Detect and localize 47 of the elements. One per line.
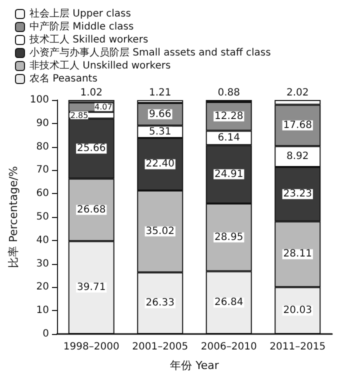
data-label: 5.31 [148,126,172,138]
y-tick-label: 60 [36,188,49,200]
y-tick-label: 20 [36,282,49,293]
y-tick-label: 30 [36,258,49,270]
y-tick-label: 80 [36,141,49,152]
legend-label: 中产阶层 Middle class [30,20,134,32]
data-label: 2.85 [70,110,88,120]
data-label: 2.02 [286,88,309,99]
x-tick-label: 1998–2000 [63,342,120,352]
x-tick-label: 2001–2005 [132,342,188,352]
legend-label: 非技术工人 Unskilled workers [30,60,171,72]
data-label: 26.68 [77,204,106,216]
data-label: 28.11 [283,248,312,260]
x-tick-label: 2011–2015 [270,342,326,352]
y-tick-label: 50 [36,212,49,222]
legend-label: 社会上层 Upper class [30,8,131,20]
y-tick-label: 0 [42,328,49,340]
data-label: 25.66 [77,143,106,154]
data-label: 24.91 [214,168,244,180]
data-label: 35.02 [146,226,174,237]
legend-label: 技术工人 Skilled workers [28,34,148,46]
data-label: 28.95 [214,232,244,243]
data-label: 26.33 [146,298,174,309]
data-label: 9.66 [148,108,172,120]
data-label: 17.68 [283,120,312,131]
data-label: 4.07 [94,102,112,112]
data-label: 8.92 [286,151,309,162]
data-label: 20.03 [283,305,312,316]
x-tick-label: 2006–2010 [200,342,257,352]
legend-label: 农名 Peasants [30,72,98,84]
data-label: 39.71 [77,282,106,294]
data-label: 6.14 [218,132,240,144]
data-label: 22.40 [146,158,174,170]
y-tick-label: 40 [36,234,49,246]
y-tick-label: 10 [36,305,49,316]
data-label: 1.02 [80,88,102,99]
x-axis-title: 年份 Year [170,359,220,372]
y-axis-title: 比率 Percentage/% [7,166,20,268]
data-label: 1.21 [148,88,172,99]
data-label: 23.23 [283,188,312,200]
data-label: 26.84 [214,297,244,308]
y-tick-label: 70 [36,164,49,176]
y-tick-label: 90 [36,118,49,129]
data-label: 12.28 [214,110,244,122]
data-label: 0.88 [218,88,240,98]
y-tick-label: 100 [30,94,49,106]
legend-label: 小资产与办事人员阶层 Small assets and staff class [30,46,271,58]
